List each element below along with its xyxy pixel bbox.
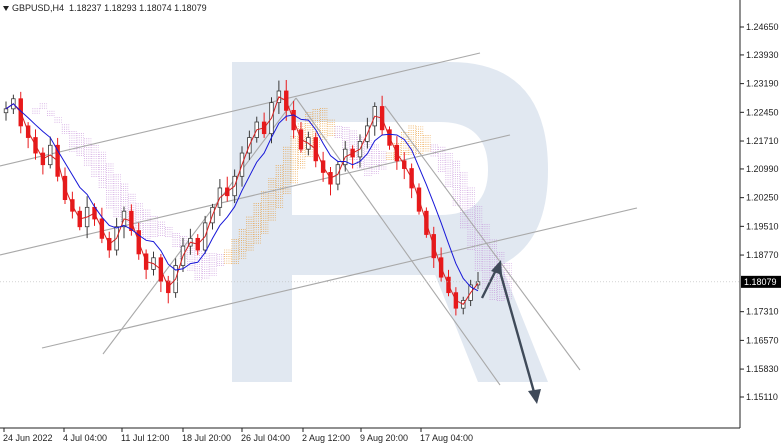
time-tick-label: 24 Jun 2022 xyxy=(3,433,53,443)
price-tick-label: 1.18770 xyxy=(746,250,779,260)
trend-line xyxy=(0,52,481,167)
time-tick-label: 4 Jul 04:00 xyxy=(63,433,107,443)
price-tick-label: 1.23190 xyxy=(746,79,779,89)
tenkan-sen-line xyxy=(5,96,479,305)
time-tick-label: 18 Jul 20:00 xyxy=(182,433,231,443)
current-price-box xyxy=(741,275,781,288)
price-tick-label: 1.24650 xyxy=(746,22,779,32)
dropdown-triangle-icon[interactable] xyxy=(3,6,9,12)
price-tick-label: 1.16570 xyxy=(746,335,779,345)
price-tick-label: 1.17310 xyxy=(746,307,779,317)
time-axis: 24 Jun 2022 4 Jul 04:00 11 Jul 12:00 18 Jul… xyxy=(3,428,473,443)
time-tick-label: 11 Jul 12:00 xyxy=(121,433,169,443)
current-price-label: 1.18079 xyxy=(744,277,777,287)
forecast-arrow-down-head xyxy=(528,389,541,404)
indicator-lines xyxy=(5,96,479,305)
price-tick-label: 1.23930 xyxy=(746,50,779,60)
time-tick-label: 2 Aug 12:00 xyxy=(302,433,350,443)
watermark-logo xyxy=(232,62,548,382)
price-tick-label: 1.15110 xyxy=(746,392,778,402)
price-tick-label: 1.20990 xyxy=(746,164,779,174)
candle-body xyxy=(3,108,9,114)
trend-lines xyxy=(0,52,638,386)
forecast-arrow-down-line xyxy=(497,267,536,393)
price-axis: 1.24650 1.23930 1.23190 1.22450 1.21710 1.209… xyxy=(0,22,781,402)
forecast-arrows xyxy=(480,260,541,404)
price-tick-label: 1.21710 xyxy=(746,136,779,146)
ohlc-values: 1.18237 1.18293 1.18074 1.18079 xyxy=(69,3,207,13)
time-tick-label: 17 Aug 04:00 xyxy=(420,433,473,443)
price-tick-label: 1.20250 xyxy=(746,193,779,203)
trend-line xyxy=(384,105,581,371)
price-tick-label: 1.19510 xyxy=(746,221,779,231)
chart-header: GBPUSD,H4 1.18237 1.18293 1.18074 1.1807… xyxy=(3,3,207,13)
trend-line xyxy=(102,97,297,355)
price-tick-label: 1.15830 xyxy=(746,364,779,374)
symbol-label: GBPUSD,H4 xyxy=(12,3,65,13)
trend-line xyxy=(295,97,501,386)
kijun-sen-line xyxy=(5,103,479,292)
forecast-arrow-up-line xyxy=(480,267,499,299)
trend-line xyxy=(0,134,511,256)
time-tick-label: 9 Aug 20:00 xyxy=(360,433,408,443)
time-tick-label: 26 Jul 04:00 xyxy=(241,433,290,443)
price-tick-label: 1.22450 xyxy=(746,107,779,117)
trend-line xyxy=(41,207,638,349)
